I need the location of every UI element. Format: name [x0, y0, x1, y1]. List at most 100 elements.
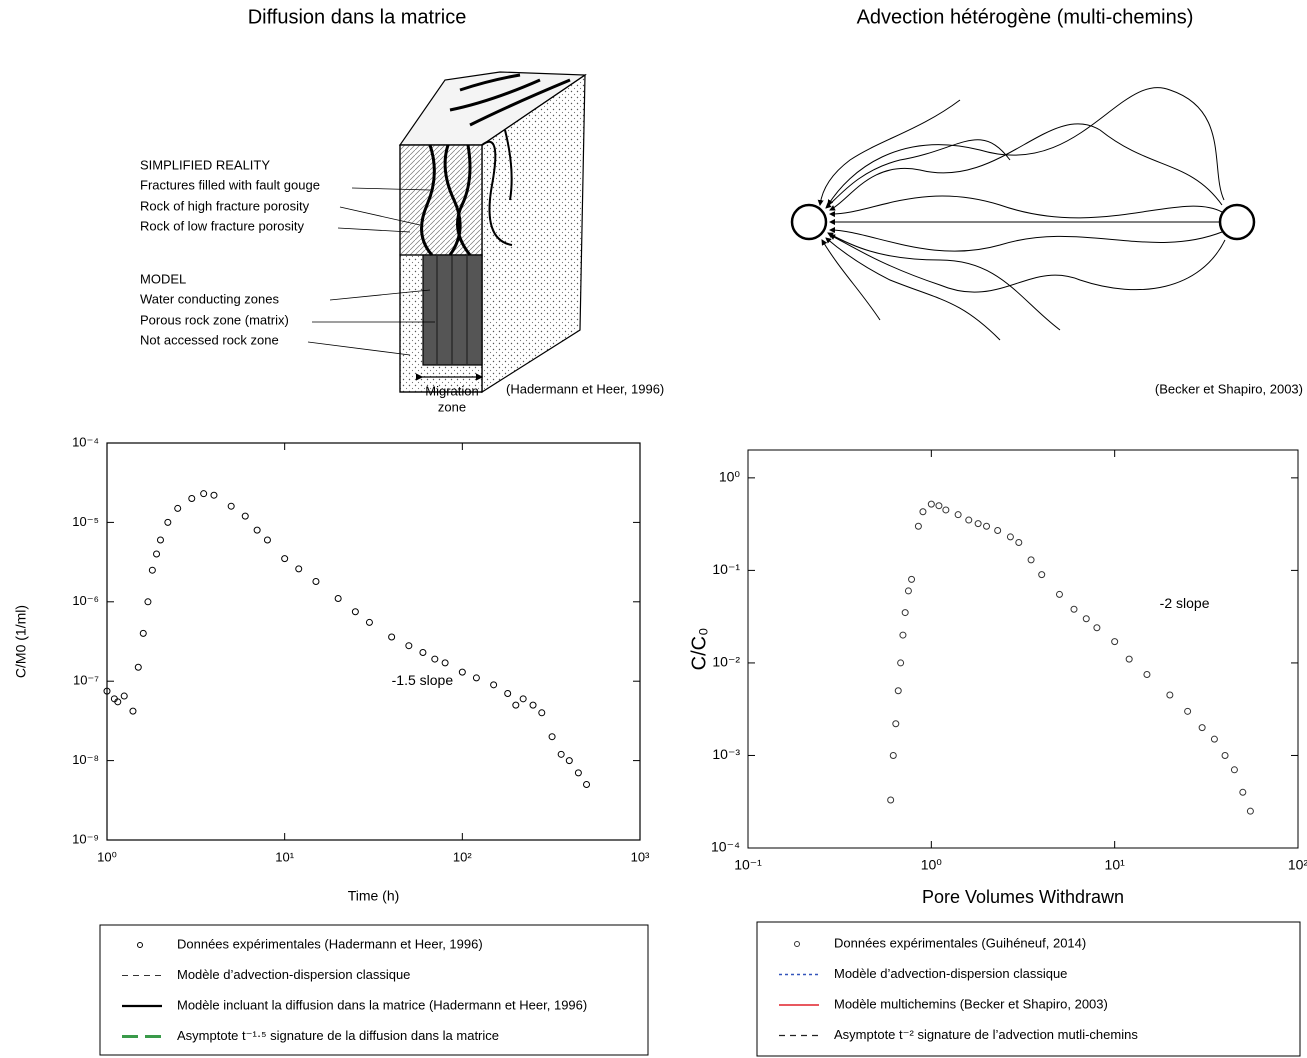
flow-diagram [790, 87, 1256, 341]
data-point [1006, 533, 1014, 541]
x-tick-label: 10¹ [275, 849, 294, 864]
x-tick-label: 10² [453, 849, 472, 864]
data-point [210, 491, 218, 499]
data-point [1125, 655, 1133, 663]
data-point [405, 642, 413, 650]
legend-label: Données expérimentales (Guihéneuf, 2014) [834, 935, 1086, 950]
data-point [431, 655, 439, 663]
x-axis-label: Time (h) [348, 888, 400, 904]
data-point [103, 687, 111, 695]
y-tick-label: 10⁻⁷ [73, 673, 99, 688]
data-point [1210, 735, 1218, 743]
plot-frame [106, 442, 641, 841]
data-point [1198, 724, 1206, 732]
y-tick-label: 10⁻⁹ [72, 831, 99, 846]
x-tick-label: 10¹ [1105, 857, 1126, 873]
data-point [1239, 788, 1247, 796]
caption: (Hadermann et Heer, 1996) [506, 381, 664, 396]
diagram-label: Water conducting zones [140, 291, 279, 306]
data-point [472, 674, 480, 682]
y-axis-label: C/M0 (1/ml) [13, 605, 29, 678]
data-point [504, 689, 512, 697]
data-point [1082, 615, 1090, 623]
data-point [974, 520, 982, 528]
data-point [120, 692, 128, 700]
data-point [295, 565, 303, 573]
data-point [156, 536, 164, 544]
diagram-label: Rock of high fracture porosity [140, 198, 310, 213]
legend-label: Modèle multichemins (Becker et Shapiro, … [834, 996, 1108, 1011]
data-point [129, 707, 137, 715]
data-point [935, 502, 943, 510]
data-point [901, 609, 909, 617]
legend-box [756, 921, 1301, 1057]
data-point [1027, 556, 1035, 564]
data-point [134, 663, 142, 671]
data-point [281, 555, 289, 563]
y-tick-label: 10⁻¹ [712, 561, 740, 577]
data-point [388, 633, 396, 641]
data-point [153, 550, 161, 558]
data-point [965, 516, 973, 524]
y-tick-label: 10⁰ [719, 469, 741, 485]
data-point [365, 618, 373, 626]
data-point [1143, 670, 1151, 678]
data-point [263, 536, 271, 544]
data-point [164, 518, 172, 526]
y-tick-label: 10⁻⁸ [72, 752, 99, 767]
panel-title: Advection hétérogène (multi-chemins) [857, 6, 1194, 28]
data-point [1230, 766, 1238, 774]
diagram-label: Porous rock zone (matrix) [140, 312, 289, 327]
data-point [334, 595, 342, 603]
legend-box [99, 924, 649, 1056]
legend-label: Données expérimentales (Hadermann et Hee… [177, 936, 483, 951]
annotation: -2 slope [1160, 595, 1210, 611]
data-point [241, 512, 249, 520]
x-tick-label: 10³ [631, 849, 650, 864]
diagram-label: Fractures filled with fault gouge [140, 177, 320, 192]
data-point [914, 522, 922, 530]
data-point [1184, 707, 1192, 715]
diagram-label: MODEL [140, 271, 186, 286]
x-tick-label: 10⁰ [97, 849, 117, 864]
y-tick-label: 10⁻² [712, 654, 740, 670]
data-point [1221, 751, 1229, 759]
data-point [1070, 605, 1078, 613]
legend-symbol [794, 941, 800, 947]
y-tick-label: 10⁻³ [712, 746, 740, 762]
plot-area [1004, 760, 1269, 848]
data-point [897, 659, 905, 667]
legend-label: Asymptote t⁻¹·⁵ signature de la diffusio… [177, 1028, 499, 1043]
annotation: -1.5 slope [392, 672, 454, 688]
data-point [200, 490, 208, 498]
data-point [519, 695, 527, 703]
data-point [574, 769, 582, 777]
y-axis-label: C/C₀ [688, 628, 710, 671]
data-point [942, 506, 950, 514]
x-tick-label: 10⁰ [921, 857, 943, 873]
diagram-label: Not accessed rock zone [140, 332, 279, 347]
x-tick-label: 10² [1288, 857, 1307, 873]
data-point [419, 648, 427, 656]
data-point [894, 687, 902, 695]
data-point [565, 757, 573, 765]
data-point [312, 578, 320, 586]
diagram-label: Migration [425, 383, 478, 398]
data-point [954, 511, 962, 519]
x-tick-label: 10⁻¹ [734, 857, 762, 873]
panel-title: Diffusion dans la matrice [248, 6, 467, 28]
data-point [1055, 590, 1063, 598]
data-point [899, 631, 907, 639]
data-point [983, 522, 991, 530]
y-tick-label: 10⁻⁴ [72, 434, 99, 449]
data-point [441, 659, 449, 667]
data-point [512, 701, 520, 709]
data-point [548, 733, 556, 741]
data-point [458, 668, 466, 676]
legend-label: Asymptote t⁻² signature de l’advection m… [834, 1027, 1138, 1042]
caption: (Becker et Shapiro, 2003) [1155, 381, 1303, 396]
y-tick-label: 10⁻⁵ [72, 514, 99, 529]
data-point [1166, 691, 1174, 699]
data-point [927, 500, 935, 508]
